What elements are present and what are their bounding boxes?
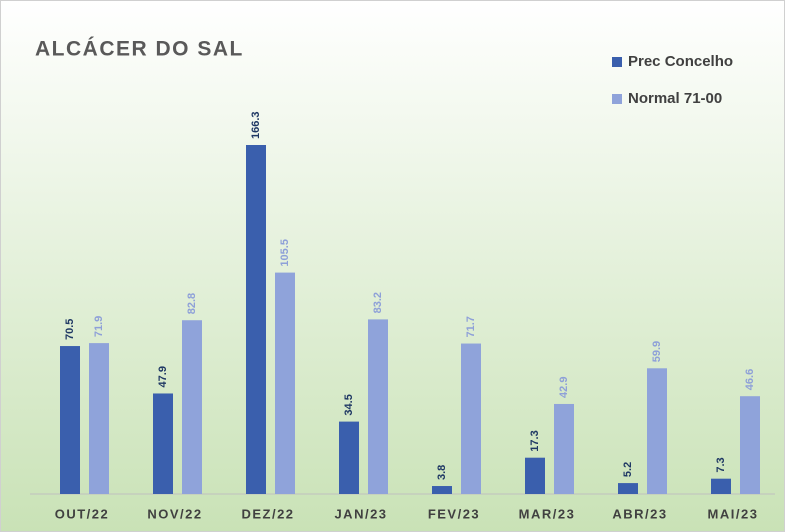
data-label: 3.8 xyxy=(436,465,448,480)
data-label: 59.9 xyxy=(651,341,663,362)
bar xyxy=(554,403,574,494)
data-label: 71.7 xyxy=(465,316,477,337)
data-label: 7.3 xyxy=(715,457,727,472)
data-label: 82.8 xyxy=(186,293,198,314)
data-label: 166.3 xyxy=(250,111,262,139)
bar xyxy=(275,272,295,494)
data-label: 70.5 xyxy=(64,319,76,340)
bar xyxy=(432,486,452,494)
data-label: 46.6 xyxy=(744,369,756,390)
data-label: 47.9 xyxy=(157,366,169,387)
bar xyxy=(618,483,638,494)
bar xyxy=(740,396,760,494)
bar xyxy=(525,457,545,494)
data-label: 5.2 xyxy=(622,462,634,477)
bar xyxy=(182,320,202,494)
x-tick-label: FEV/23 xyxy=(428,506,480,521)
data-label: 105.5 xyxy=(279,239,291,267)
bar xyxy=(647,368,667,494)
data-label: 83.2 xyxy=(372,292,384,313)
chart-title: ALCÁCER DO SAL xyxy=(35,38,244,61)
x-tick-label: DEZ/22 xyxy=(241,506,294,521)
x-tick-label: NOV/22 xyxy=(147,506,202,521)
data-label: 17.3 xyxy=(529,430,541,451)
bar xyxy=(339,421,359,494)
bar xyxy=(89,343,109,494)
data-label: 71.9 xyxy=(93,316,105,337)
bar xyxy=(60,346,80,494)
bar xyxy=(711,478,731,494)
x-tick-label: MAI/23 xyxy=(708,506,759,521)
data-label: 42.9 xyxy=(558,377,570,398)
x-tick-label: ABR/23 xyxy=(612,506,667,521)
bar xyxy=(461,343,481,494)
bar xyxy=(368,319,388,494)
x-tick-label: JAN/23 xyxy=(334,506,387,521)
bar xyxy=(153,393,173,494)
legend-swatch xyxy=(612,94,622,104)
legend-swatch xyxy=(612,57,622,67)
bar xyxy=(246,145,266,494)
x-tick-label: OUT/22 xyxy=(55,506,110,521)
data-label: 34.5 xyxy=(343,394,355,415)
legend-label: Normal 71-00 xyxy=(628,90,722,107)
legend-label: Prec Concelho xyxy=(628,53,733,70)
x-tick-label: MAR/23 xyxy=(519,506,576,521)
